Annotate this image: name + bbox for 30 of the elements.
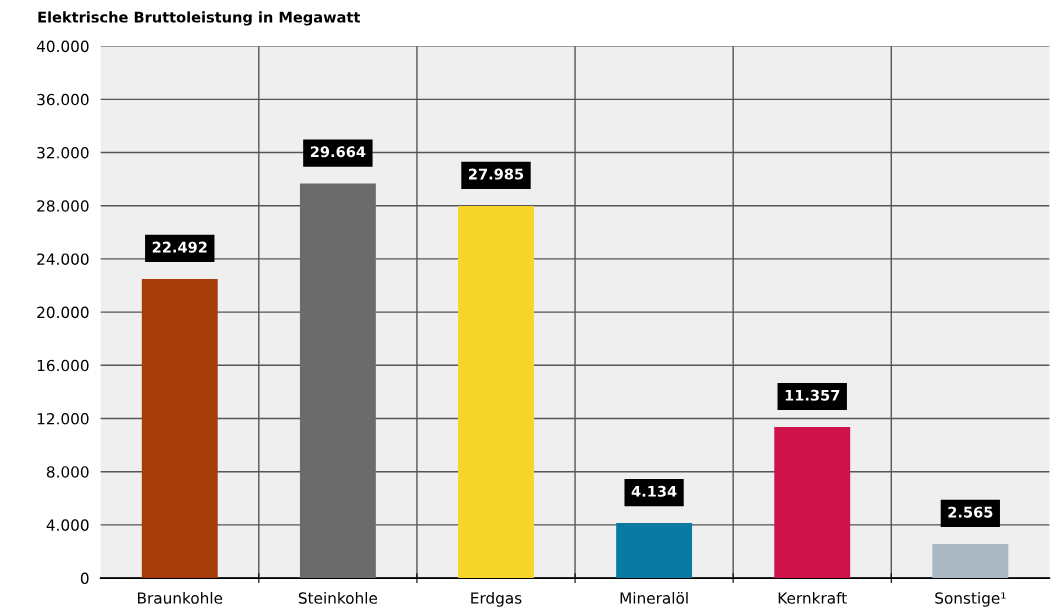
y-tick-label: 32.000 bbox=[37, 146, 89, 159]
bar bbox=[616, 523, 693, 579]
data-label: 2.565 bbox=[948, 506, 993, 518]
y-tick-label: 0 bbox=[80, 572, 89, 585]
y-tick-label: 40.000 bbox=[36, 40, 89, 53]
y-tick-label: 20.000 bbox=[37, 306, 89, 319]
y-tick-label: 16.000 bbox=[37, 359, 89, 372]
bar bbox=[299, 183, 376, 579]
data-label: 11.357 bbox=[785, 389, 840, 401]
data-label: 29.664 bbox=[310, 146, 366, 158]
bar bbox=[141, 278, 218, 579]
x-tick-label: Erdgas bbox=[471, 591, 522, 607]
bar bbox=[458, 205, 534, 579]
bar bbox=[932, 543, 1009, 579]
x-tick-label: Braunkohle bbox=[138, 591, 223, 604]
data-label: 27.985 bbox=[469, 168, 524, 180]
y-tick-label: 28.000 bbox=[37, 200, 89, 212]
x-tick-label: Kernkraft bbox=[778, 591, 847, 604]
y-tick-label: 12.000 bbox=[37, 412, 89, 425]
x-tick-label: Mineralöl bbox=[620, 591, 688, 604]
bar bbox=[774, 427, 851, 579]
x-tick-label: Sonstige¹ bbox=[935, 591, 1006, 607]
y-tick-label: 36.000 bbox=[37, 93, 89, 106]
data-label: 4.134 bbox=[631, 485, 677, 497]
chart-title: Elektrische Bruttoleistung in Megawatt bbox=[38, 11, 361, 26]
y-tick-label: 8.000 bbox=[46, 466, 89, 478]
y-tick-label: 24.000 bbox=[37, 253, 89, 265]
y-tick-label: 4.000 bbox=[46, 519, 89, 531]
data-label: 22.492 bbox=[152, 241, 207, 253]
x-tick-label: Steinkohle bbox=[298, 591, 378, 604]
